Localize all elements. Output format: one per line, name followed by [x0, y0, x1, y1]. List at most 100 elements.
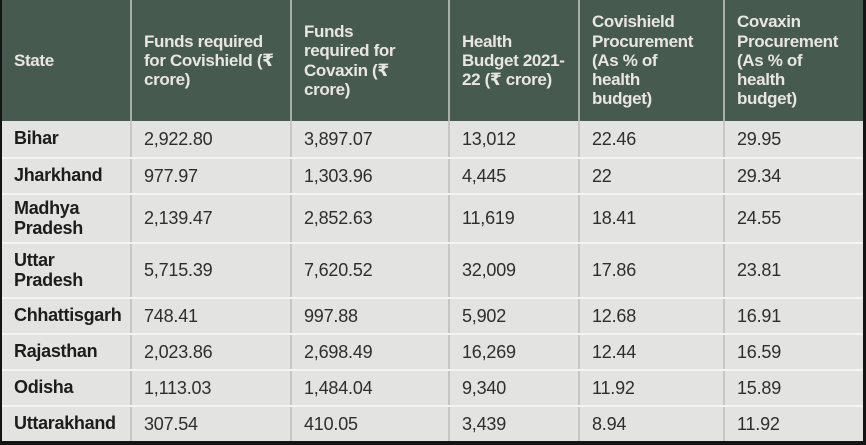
cell-health-budget: 9,340 — [448, 371, 578, 405]
cell-value: 748.41 — [144, 305, 198, 326]
cell-funds-covishield: 977.97 — [130, 159, 290, 193]
cell-value: 7,620.52 — [304, 260, 373, 280]
column-header-label: Funds required for Covishield (₹ crore) — [144, 31, 274, 90]
cell-funds-covishield: 2,139.47 — [130, 195, 290, 242]
cell-value: 977.97 — [144, 165, 198, 186]
cell-funds-covishield: 1,113.03 — [130, 371, 290, 405]
cell-covishield-procurement-pct: 12.44 — [578, 335, 723, 369]
cell-value: 22 — [592, 165, 612, 186]
cell-covishield-procurement-pct: 17.86 — [578, 244, 723, 297]
column-header-label: Covaxin Procurement (As % of health budg… — [737, 12, 839, 109]
cell-value: 2,139.47 — [144, 208, 213, 228]
column-header-covishield-procurement-pct: Covishield Procurement (As % of health b… — [578, 0, 723, 121]
cell-value: 1,113.03 — [144, 377, 212, 398]
column-header-state: State — [2, 0, 130, 121]
cell-value: 13,012 — [462, 128, 516, 149]
cell-covaxin-procurement-pct: 29.95 — [723, 121, 863, 157]
cell-value: 11,619 — [462, 208, 515, 228]
cell-funds-covaxin: 2,852.63 — [290, 195, 448, 242]
table-row-jharkhand: Jharkhand 977.97 1,303.96 4,445 22 29.34 — [2, 157, 863, 193]
cell-covaxin-procurement-pct: 16.91 — [723, 299, 863, 333]
cell-value: 11.92 — [592, 377, 635, 398]
column-header-funds-covaxin: Funds required for Covaxin (₹ crore) — [290, 0, 448, 121]
cell-value: 16.91 — [737, 305, 782, 326]
cell-value: 16,269 — [462, 341, 516, 362]
cell-value: 997.88 — [304, 305, 358, 326]
table-row-odisha: Odisha 1,113.03 1,484.04 9,340 11.92 15.89 — [2, 369, 863, 405]
cell-state: Chhattisgarh — [2, 299, 130, 333]
cell-value: 4,445 — [462, 165, 507, 186]
cell-value: 9,340 — [462, 377, 507, 398]
cell-funds-covaxin: 1,303.96 — [290, 159, 448, 193]
cell-covaxin-procurement-pct: 11.92 — [723, 407, 863, 441]
state-name: Chhattisgarh — [14, 305, 122, 326]
cell-health-budget: 32,009 — [448, 244, 578, 297]
table-row-uttarakhand: Uttarakhand 307.54 410.05 3,439 8.94 11.92 — [2, 405, 863, 441]
cell-value: 18.41 — [592, 208, 637, 228]
cell-value: 29.95 — [737, 128, 782, 149]
cell-value: 23.81 — [737, 260, 782, 280]
cell-value: 22.46 — [592, 128, 637, 149]
cell-funds-covishield: 748.41 — [130, 299, 290, 333]
cell-funds-covaxin: 7,620.52 — [290, 244, 448, 297]
cell-value: 2,922.80 — [144, 128, 213, 149]
state-name: Uttar Pradesh — [14, 249, 83, 290]
cell-value: 1,303.96 — [304, 165, 373, 186]
cell-value: 1,484.04 — [304, 377, 373, 398]
cell-value: 8.94 — [592, 413, 627, 434]
table-row-uttar-pradesh: Uttar Pradesh 5,715.39 7,620.52 32,009 17.86… — [2, 242, 863, 297]
column-header-health-budget: Health Budget 2021-22 (₹ crore) — [448, 0, 578, 121]
cell-covaxin-procurement-pct: 24.55 — [723, 195, 863, 242]
cell-funds-covishield: 2,922.80 — [130, 121, 290, 157]
column-header-label: Funds required for Covaxin (₹ crore) — [304, 22, 396, 99]
cell-funds-covaxin: 410.05 — [290, 407, 448, 441]
cell-covishield-procurement-pct: 22.46 — [578, 121, 723, 157]
cell-state: Odisha — [2, 371, 130, 405]
column-header-label: Covishield Procurement (As % of health b… — [592, 12, 694, 109]
column-header-label: State — [14, 50, 54, 70]
state-name: Jharkhand — [14, 165, 103, 186]
cell-covishield-procurement-pct: 12.68 — [578, 299, 723, 333]
table-row-madhya-pradesh: Madhya Pradesh 2,139.47 2,852.63 11,619 18.4… — [2, 193, 863, 242]
cell-covishield-procurement-pct: 18.41 — [578, 195, 723, 242]
cell-health-budget: 5,902 — [448, 299, 578, 333]
cell-value: 32,009 — [462, 260, 516, 280]
column-header-funds-covishield: Funds required for Covishield (₹ crore) — [130, 0, 290, 121]
cell-funds-covishield: 2,023.86 — [130, 335, 290, 369]
cell-covishield-procurement-pct: 22 — [578, 159, 723, 193]
cell-value: 3,897.07 — [304, 128, 373, 149]
table-row-bihar: Bihar 2,922.80 3,897.07 13,012 22.46 29.95 — [2, 121, 863, 157]
cell-value: 307.54 — [144, 413, 198, 434]
cell-health-budget: 3,439 — [448, 407, 578, 441]
cell-covishield-procurement-pct: 8.94 — [578, 407, 723, 441]
cell-funds-covaxin: 997.88 — [290, 299, 448, 333]
cell-value: 2,023.86 — [144, 341, 213, 362]
state-name: Rajasthan — [14, 341, 98, 362]
cell-funds-covaxin: 1,484.04 — [290, 371, 448, 405]
cell-state: Madhya Pradesh — [2, 195, 130, 242]
cell-state: Bihar — [2, 121, 130, 157]
column-header-label: Health Budget 2021-22 (₹ crore) — [462, 31, 565, 90]
cell-funds-covaxin: 3,897.07 — [290, 121, 448, 157]
table-header-row: State Funds required for Covishield (₹ cr… — [2, 0, 863, 121]
state-name: Uttarakhand — [14, 413, 116, 434]
cell-funds-covaxin: 2,698.49 — [290, 335, 448, 369]
cell-value: 24.55 — [737, 208, 782, 228]
cell-funds-covishield: 307.54 — [130, 407, 290, 441]
cell-value: 29.34 — [737, 165, 782, 186]
cell-covishield-procurement-pct: 11.92 — [578, 371, 723, 405]
column-header-covaxin-procurement-pct: Covaxin Procurement (As % of health budg… — [723, 0, 863, 121]
cell-funds-covishield: 5,715.39 — [130, 244, 290, 297]
cell-covaxin-procurement-pct: 15.89 — [723, 371, 863, 405]
cell-health-budget: 16,269 — [448, 335, 578, 369]
cell-value: 2,852.63 — [304, 208, 373, 228]
cell-value: 5,902 — [462, 305, 507, 326]
table-row-rajasthan: Rajasthan 2,023.86 2,698.49 16,269 12.44 16.5… — [2, 333, 863, 369]
cell-value: 12.44 — [592, 341, 637, 362]
cell-covaxin-procurement-pct: 23.81 — [723, 244, 863, 297]
cell-covaxin-procurement-pct: 16.59 — [723, 335, 863, 369]
cell-value: 17.86 — [592, 260, 637, 280]
cell-value: 3,439 — [462, 413, 507, 434]
cell-state: Rajasthan — [2, 335, 130, 369]
